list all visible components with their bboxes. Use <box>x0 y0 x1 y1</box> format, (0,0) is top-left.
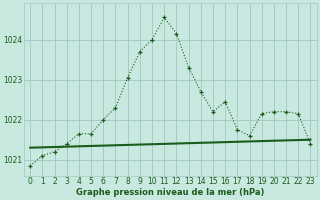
X-axis label: Graphe pression niveau de la mer (hPa): Graphe pression niveau de la mer (hPa) <box>76 188 265 197</box>
